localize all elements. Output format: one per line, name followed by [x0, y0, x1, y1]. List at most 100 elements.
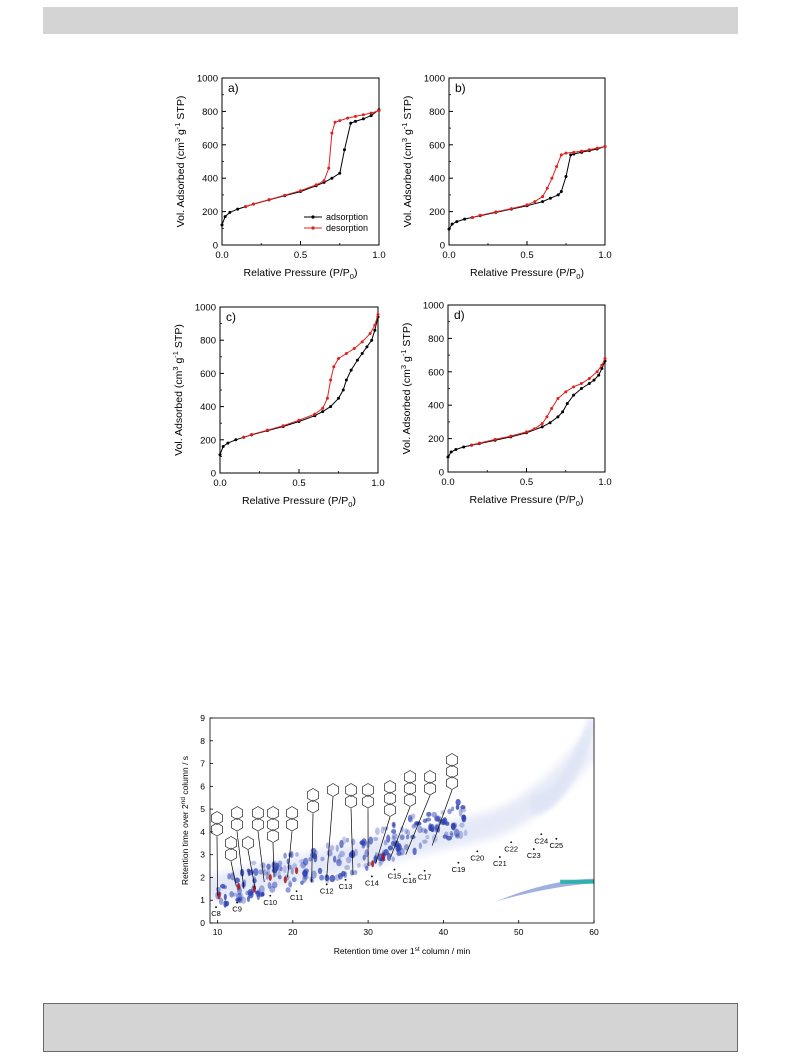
y-axis-label-part: -1 — [399, 350, 408, 357]
y-tick-label: 400 — [429, 174, 445, 185]
signal-spot — [312, 853, 318, 860]
isotherm-panel-b: 0 200 400 600 800 1000 0.0 0.5 1.0 b) Relative Pre… — [400, 74, 612, 282]
gc-y-tick-label: 4 — [200, 827, 205, 837]
x-axis-label-end: ) — [580, 494, 584, 506]
signal-peak — [217, 892, 221, 900]
signal-peak — [294, 867, 299, 875]
y-tick-label: 600 — [200, 369, 216, 380]
x-axis-label-sub: 0 — [576, 499, 580, 508]
data-point-desorption — [313, 412, 317, 416]
gc-y-axis-label: Retention time over 2nd column / s — [180, 756, 190, 885]
signal-spot — [425, 834, 430, 840]
x-tick-label: 1.0 — [598, 250, 611, 261]
x-axis-label-sub: 0 — [350, 272, 354, 281]
ring-icon — [231, 817, 243, 832]
signal-spot — [441, 818, 446, 826]
data-point-desorption — [603, 144, 607, 148]
signal-spot — [290, 867, 294, 875]
panel-label: b) — [455, 81, 466, 95]
carbon-label-C19: C19 — [452, 865, 466, 874]
carbon-label-C16: C16 — [403, 876, 417, 885]
signal-spot — [266, 869, 271, 876]
structure-annotation — [345, 783, 357, 876]
data-point-desorption — [470, 215, 474, 219]
y-axis-label: Vol. Adsorbed (cm3 g-1 STP) — [173, 96, 187, 228]
carbon-label-C15: C15 — [388, 872, 402, 881]
data-point-desorption — [250, 432, 254, 436]
data-point-desorption — [251, 202, 255, 206]
carbon-marker-dot — [215, 906, 217, 909]
structure-annotation — [390, 770, 416, 858]
ring-icon — [446, 764, 458, 779]
panel-label: a) — [228, 81, 239, 95]
x-axis-label: Relative Pressure (P/P0) — [242, 495, 356, 509]
gc-x-tick-label: 30 — [363, 927, 373, 937]
x-tick-label: 0.0 — [441, 477, 454, 488]
signal-spot — [240, 896, 247, 904]
signal-spot — [277, 875, 282, 880]
gc-y-tick-label: 8 — [200, 736, 205, 746]
ring-icon — [225, 836, 237, 850]
carbon-marker-dot — [498, 856, 501, 858]
data-point-adsorption — [236, 207, 240, 211]
signal-spot — [391, 840, 395, 847]
leader-line — [272, 842, 275, 878]
ring-icon — [404, 770, 416, 784]
leader-line — [236, 831, 245, 889]
signal-spot — [422, 839, 428, 844]
gc-x-tick-label: 10 — [213, 927, 223, 937]
signal-spot — [277, 871, 281, 878]
signal-spot — [406, 829, 411, 836]
signal-spot — [308, 856, 313, 862]
data-point-desorption — [579, 381, 583, 385]
signal-spot — [266, 863, 271, 870]
leader-line — [257, 831, 265, 883]
ring-icon — [267, 817, 279, 832]
leader-line — [247, 849, 256, 889]
y-tick-label: 200 — [202, 207, 218, 218]
gc-x-tick-label: 20 — [288, 927, 298, 937]
y-axis-label-part: g — [175, 129, 187, 138]
signal-spot — [434, 816, 441, 822]
ring-icon — [345, 783, 357, 797]
isotherm-panel-a: 0 200 400 600 800 1000 0.0 0.5 1.0 a) Relative Pre… — [173, 74, 386, 282]
data-point-desorption — [587, 148, 591, 152]
y-axis-label-part: -1 — [171, 351, 180, 358]
signal-spot — [222, 885, 228, 890]
data-point-adsorption — [361, 117, 365, 121]
signal-spot — [325, 876, 330, 884]
signal-spot — [224, 900, 230, 907]
structure-annotation — [326, 783, 339, 878]
gc-y-tick-label: 6 — [200, 781, 205, 791]
data-point-adsorption — [450, 222, 454, 226]
structure-annotation — [225, 836, 237, 887]
data-point-desorption — [369, 111, 373, 115]
data-point-adsorption — [329, 405, 333, 409]
carbon-marker-dot — [325, 883, 328, 886]
data-point-desorption — [297, 418, 301, 422]
signal-peak — [252, 885, 257, 893]
data-point-adsorption — [321, 410, 325, 414]
gc-x-axis-label-part: column / min — [420, 946, 471, 956]
ring-icon — [345, 794, 357, 809]
x-tick-label: 0.5 — [294, 250, 307, 261]
carbon-label-C22: C22 — [504, 844, 518, 853]
signal-spot — [329, 844, 335, 851]
data-point-desorption — [533, 200, 537, 204]
data-point-adsorption — [548, 196, 552, 200]
signal-spot — [303, 868, 309, 874]
signal-spot — [383, 849, 389, 856]
signal-spot — [403, 844, 410, 851]
y-axis-label-part: 3 — [173, 138, 182, 142]
carbon-label-C10: C10 — [263, 898, 277, 907]
data-point-adsorption — [564, 175, 568, 179]
x-axis-label-end: ) — [354, 267, 358, 279]
data-point-adsorption — [463, 217, 467, 221]
signal-spot — [341, 836, 347, 845]
series-line-desorption — [471, 358, 606, 446]
data-point-desorption — [338, 119, 342, 123]
signal-spot — [337, 872, 344, 880]
signal-spot — [380, 826, 385, 834]
data-point-adsorption — [220, 223, 224, 227]
data-point-desorption — [595, 370, 599, 374]
